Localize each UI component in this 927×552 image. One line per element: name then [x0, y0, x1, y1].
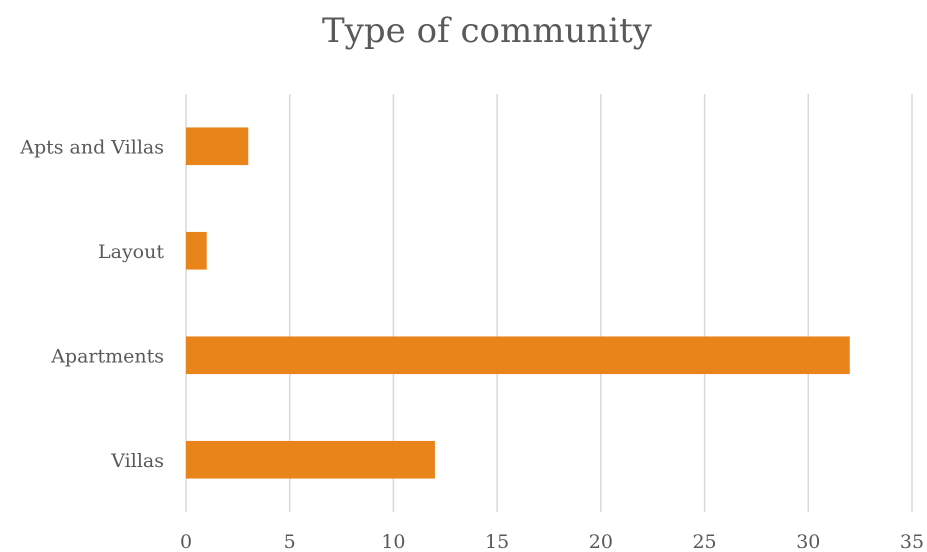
bar: [186, 440, 435, 479]
category-labels: Apts and Villas Layout Apartments Villas: [19, 136, 164, 472]
x-tick-label: 15: [485, 531, 509, 552]
x-tick-label: 5: [284, 531, 296, 552]
gridlines: [185, 94, 913, 512]
bar: [186, 231, 207, 270]
x-tick-label: 20: [589, 531, 613, 552]
x-tick-label: 0: [180, 531, 192, 552]
category-label: Apts and Villas: [19, 136, 164, 158]
x-tick-label: 25: [692, 531, 716, 552]
category-label: Apartments: [50, 345, 164, 367]
bar: [186, 336, 850, 375]
x-tick-label: 35: [900, 531, 924, 552]
category-label: Layout: [98, 241, 164, 263]
chart-title: Type of community: [322, 11, 653, 51]
x-tick-labels: 0 5 10 15 20 25 30 35: [180, 531, 924, 552]
category-label: Villas: [110, 450, 164, 472]
x-tick-label: 30: [796, 531, 820, 552]
bar: [186, 127, 249, 166]
bars: [186, 127, 850, 479]
x-tick-label: 10: [381, 531, 405, 552]
